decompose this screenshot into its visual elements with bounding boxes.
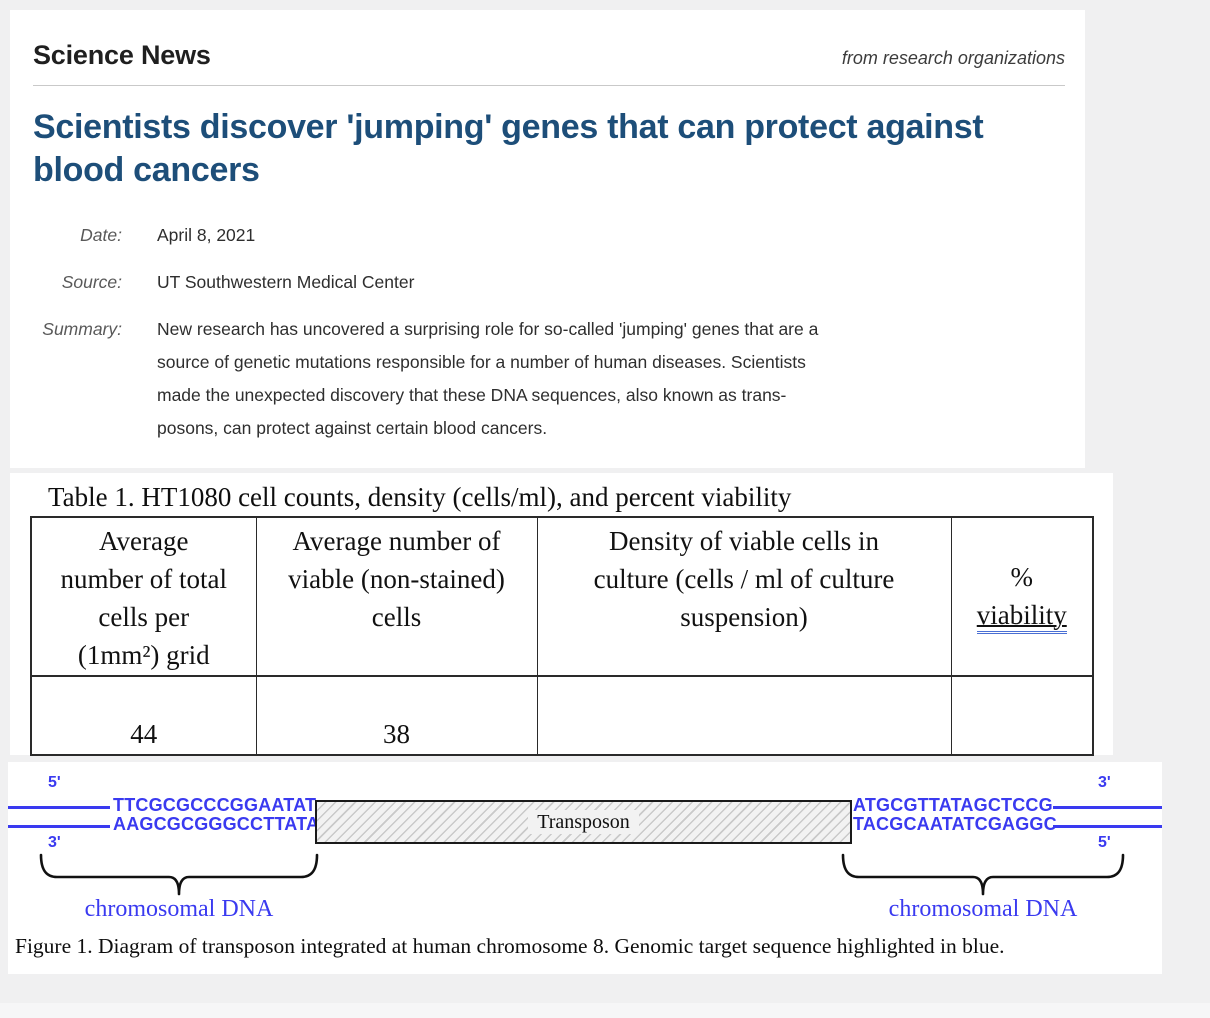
chromosomal-dna-label-left: chromosomal DNA — [84, 896, 274, 922]
transposon-box: Transposon — [315, 800, 852, 844]
viability-word: viability — [976, 600, 1067, 634]
curly-brace-icon — [39, 853, 319, 896]
table-panel: Table 1. HT1080 cell counts, density (ce… — [10, 473, 1113, 756]
figure-caption: Figure 1. Diagram of transposon integrat… — [15, 934, 1005, 958]
table-cell: 44 — [30, 675, 257, 756]
summary-value: New research has uncovered a surprising … — [157, 313, 818, 445]
meta-row-summary: Summary: New research has uncovered a su… — [10, 313, 1085, 445]
dna-strand-line — [8, 806, 110, 809]
table-title: Table 1. HT1080 cell counts, density (ce… — [48, 482, 792, 512]
date-label: Date: — [80, 225, 122, 245]
figure-panel: 5' 3' TTCGCGCCCGGAATAT AAGCGCGGGCCTTATA … — [8, 762, 1162, 974]
column-header: Average number of total cells per (1mm²)… — [30, 516, 257, 677]
summary-label: Summary: — [42, 319, 122, 339]
article-panel: Science News from research organizations… — [10, 10, 1085, 468]
five-prime-label-left: 5' — [48, 774, 61, 791]
summary-line: source of genetic mutations responsible … — [157, 352, 806, 372]
brand-title: Science News — [33, 40, 211, 70]
curly-brace-icon — [841, 853, 1125, 896]
table-cell: 38 — [255, 675, 538, 756]
target-sequence-left-top: TTCGCGCCCGGAATAT — [113, 795, 317, 815]
meta-row-source: Source: UT Southwestern Medical Center — [10, 266, 1085, 299]
article-headline: Scientists discover 'jumping' genes that… — [33, 108, 984, 189]
article-header: Science News from research organizations — [10, 10, 1085, 71]
three-prime-label-left: 3' — [48, 834, 61, 851]
dna-strand-line — [1053, 825, 1162, 828]
source-label: Source: — [61, 272, 122, 292]
brand-tagline: from research organizations — [841, 48, 1065, 68]
source-value: UT Southwestern Medical Center — [157, 272, 415, 292]
summary-line: New research has uncovered a surprising … — [157, 319, 819, 339]
five-prime-label-right: 5' — [1098, 834, 1111, 851]
transposon-label: Transposon — [528, 810, 639, 834]
percent-sign: % — [1010, 562, 1034, 592]
date-value: April 8, 2021 — [157, 225, 256, 245]
target-sequence-left-bottom: AAGCGCGGGCCTTATA — [113, 814, 320, 834]
dna-strand-line — [1053, 806, 1162, 809]
background-strip — [0, 1003, 1210, 1018]
chromosomal-dna-label-right: chromosomal DNA — [888, 896, 1078, 922]
table-header-row: Average number of total cells per (1mm²)… — [30, 516, 1094, 677]
target-sequence-right-bottom: TACGCAATATCGAGGC — [853, 814, 1057, 834]
cell-counts-table: Average number of total cells per (1mm²)… — [30, 516, 1094, 756]
table-row: 44 38 — [30, 675, 1094, 756]
meta-row-date: Date: April 8, 2021 — [10, 219, 1085, 252]
target-sequence-right-top: ATGCGTTATAGCTCCG — [853, 795, 1053, 815]
article-meta: Date: April 8, 2021 Source: UT Southwest… — [10, 219, 1085, 445]
summary-line: made the unexpected discovery that these… — [157, 385, 787, 405]
column-header-viability: % viability — [950, 516, 1094, 677]
summary-line: posons, can protect against certain bloo… — [157, 418, 548, 438]
table-cell — [950, 675, 1094, 756]
three-prime-label-right: 3' — [1098, 774, 1111, 791]
dna-strand-line — [8, 825, 110, 828]
column-header: Density of viable cells in culture (cell… — [536, 516, 952, 677]
column-header: Average number of viable (non-stained) c… — [255, 516, 538, 677]
header-divider — [33, 85, 1065, 86]
table-cell — [536, 675, 952, 756]
